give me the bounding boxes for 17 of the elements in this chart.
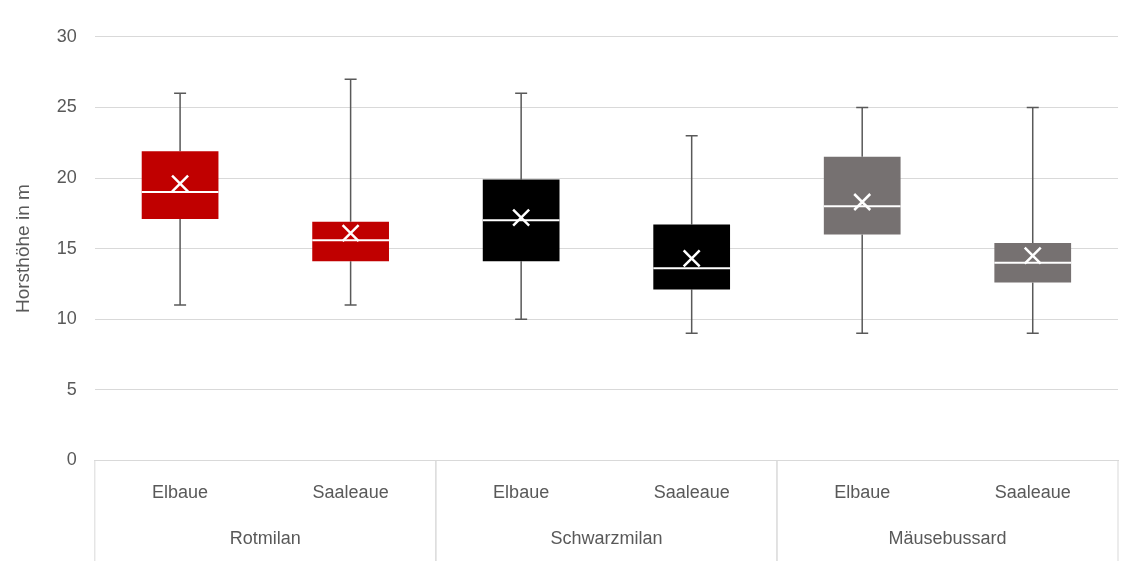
y-tick-label: 15 <box>56 237 77 258</box>
x-tick-label: Saaleaue <box>312 482 389 503</box>
x-tick-label: Saaleaue <box>994 482 1071 503</box>
x-tick-label: Elbaue <box>834 482 891 503</box>
x-tick-label: Elbaue <box>493 482 550 503</box>
y-tick-label: 30 <box>56 25 77 46</box>
text: Rotmilan <box>229 527 301 548</box>
y-tick-label: 20 <box>56 166 77 187</box>
x-tick-label: Saaleaue <box>653 482 730 503</box>
x-tick-label: Elbaue <box>152 482 209 503</box>
text: Mäusebussard <box>888 527 1007 548</box>
y-tick-label: 25 <box>56 96 77 117</box>
y-tick-label: 0 <box>66 449 77 470</box>
text: Schwarzmilan <box>550 527 663 548</box>
y-tick-label: 10 <box>56 308 77 329</box>
y-tick-label: 5 <box>66 378 77 399</box>
y-axis-title: Horsthöhe in m <box>11 184 33 314</box>
